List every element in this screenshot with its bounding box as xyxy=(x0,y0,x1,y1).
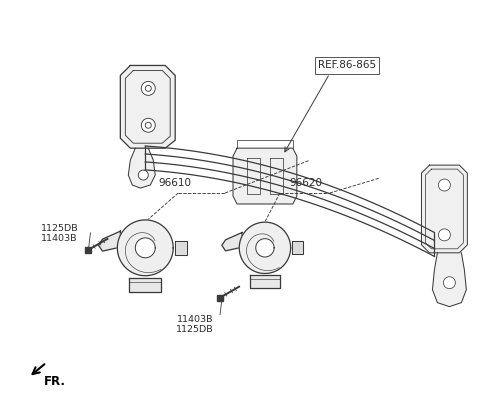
Text: 11403B: 11403B xyxy=(41,234,77,243)
Circle shape xyxy=(438,179,450,191)
Text: REF.86-865: REF.86-865 xyxy=(318,61,376,70)
Polygon shape xyxy=(222,232,242,251)
Circle shape xyxy=(141,118,155,132)
Polygon shape xyxy=(135,238,155,258)
Text: FR.: FR. xyxy=(44,375,66,388)
Polygon shape xyxy=(239,222,290,274)
Polygon shape xyxy=(292,242,303,254)
Polygon shape xyxy=(175,241,187,255)
Text: 11403B: 11403B xyxy=(177,314,214,324)
Circle shape xyxy=(444,277,456,289)
Polygon shape xyxy=(129,278,161,292)
Text: 1125DB: 1125DB xyxy=(41,224,78,233)
Circle shape xyxy=(138,170,148,180)
Polygon shape xyxy=(98,231,120,251)
Text: 1125DB: 1125DB xyxy=(176,325,214,333)
Polygon shape xyxy=(128,148,155,188)
Polygon shape xyxy=(421,165,468,253)
Circle shape xyxy=(438,229,450,241)
Circle shape xyxy=(141,82,155,95)
Polygon shape xyxy=(120,65,175,148)
Polygon shape xyxy=(118,220,173,276)
Text: 96610: 96610 xyxy=(159,178,192,188)
Polygon shape xyxy=(233,148,297,204)
Polygon shape xyxy=(250,276,280,288)
Circle shape xyxy=(145,86,151,91)
Polygon shape xyxy=(256,239,274,257)
Circle shape xyxy=(145,122,151,128)
Polygon shape xyxy=(432,253,467,307)
Text: 96620: 96620 xyxy=(290,178,323,188)
